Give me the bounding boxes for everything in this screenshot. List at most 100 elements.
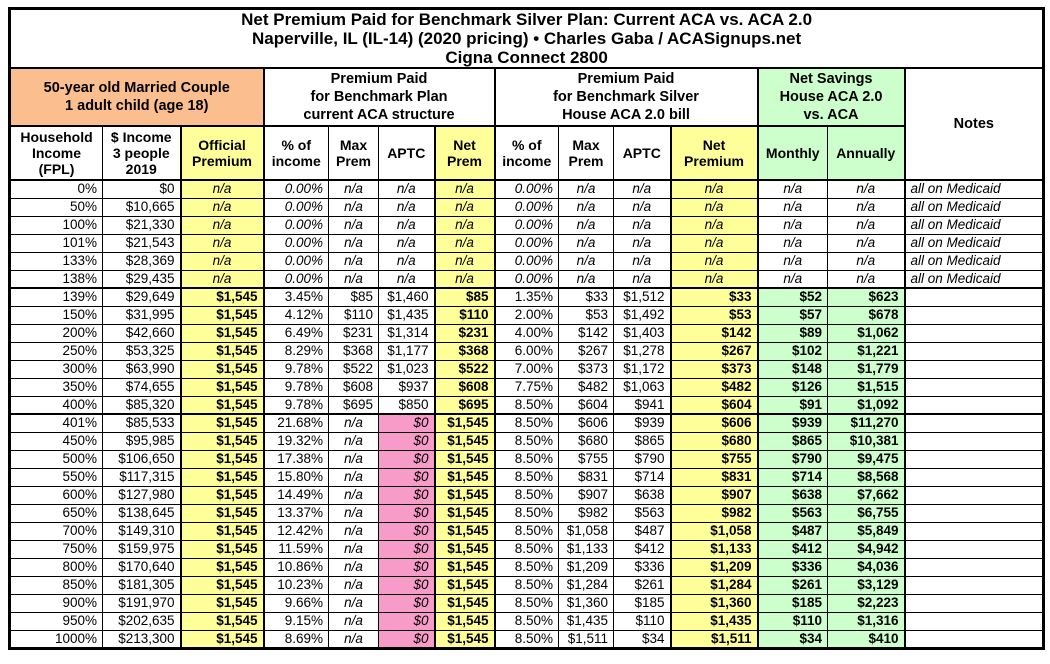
cell-aca_pct: 9.78%: [262, 359, 329, 379]
table-row: 100% $21,330 n/a 0.00% n/a n/a n/a 0.00% n/a n/a n…: [9, 215, 1045, 235]
cell-aca2_max: n/a: [558, 197, 614, 217]
column-header-notes: Notes: [903, 67, 1045, 181]
title-row: Net Premium Paid for Benchmark Silver Pl…: [8, 8, 1045, 69]
cell-notes: [903, 305, 1045, 325]
cell-aca_net: n/a: [433, 197, 495, 217]
cell-aca2_aptc: $790: [613, 449, 671, 469]
cell-fpl: 200%: [9, 323, 103, 343]
cell-official: $1,545: [179, 629, 264, 649]
cell-aca_aptc: $0: [378, 575, 435, 595]
cell-aca2_max: n/a: [558, 233, 614, 253]
cell-aca2_pct: 8.50%: [493, 503, 559, 523]
table-row: 101% $21,543 n/a 0.00% n/a n/a n/a 0.00% n/a n/a n…: [9, 233, 1045, 253]
cell-income: $31,995: [102, 305, 181, 325]
cell-monthly: $412: [756, 539, 828, 559]
cell-aca2_max: $907: [558, 485, 614, 505]
cell-monthly: $185: [756, 593, 828, 613]
cell-aca_max: $368: [328, 341, 379, 361]
cell-aca2_max: $267: [558, 341, 614, 361]
cell-monthly: $126: [756, 377, 828, 397]
cell-aca_max: $695: [328, 395, 379, 415]
cell-aca_max: n/a: [328, 413, 379, 433]
cell-aca_aptc: $1,314: [378, 323, 435, 343]
cell-aca2_net: $831: [669, 467, 758, 487]
table-row: 250% $53,325 $1,545 8.29% $368 $1,177 $368 6.00…: [9, 341, 1045, 361]
cell-aca_aptc: $1,460: [378, 287, 435, 307]
cell-aca_aptc: $0: [378, 431, 435, 451]
cell-aca_max: n/a: [328, 485, 379, 505]
cell-aca_net: $368: [433, 341, 495, 361]
cell-fpl: 0%: [9, 179, 103, 199]
cell-aca_pct: 19.32%: [262, 431, 329, 451]
cell-official: $1,545: [179, 521, 264, 541]
cell-income: $85,320: [102, 395, 181, 415]
cell-notes: [903, 557, 1045, 577]
cell-annually: n/a: [827, 179, 905, 199]
cell-monthly: n/a: [756, 197, 828, 217]
group-header-row: 50-year old Married Couple 1 adult child…: [9, 67, 1045, 181]
cell-aca2_pct: 8.50%: [493, 485, 559, 505]
cell-aca2_max: $1,209: [558, 557, 614, 577]
cell-aca_max: n/a: [328, 251, 379, 271]
cell-aca_pct: 0.00%: [262, 197, 329, 217]
cell-monthly: $89: [756, 323, 828, 343]
cell-aca2_aptc: $336: [613, 557, 671, 577]
cell-official: $1,545: [179, 485, 264, 505]
cell-aca2_max: $1,511: [558, 629, 614, 649]
cell-aca2_max: $1,058: [558, 521, 614, 541]
cell-monthly: $57: [756, 305, 828, 325]
cell-aca2_aptc: n/a: [613, 179, 671, 199]
cell-notes: [903, 629, 1045, 649]
column-header-aca2-max-prem: Max Prem: [558, 125, 614, 181]
cell-monthly: $638: [756, 485, 828, 505]
table-row: 139% $29,649 $1,545 3.45% $85 $1,460 $85 1.35% $…: [9, 287, 1045, 307]
cell-aca_pct: 3.45%: [262, 287, 329, 307]
cell-aca_pct: 9.78%: [262, 377, 329, 397]
cell-monthly: $336: [756, 557, 828, 577]
cell-annually: $1,779: [827, 359, 905, 379]
cell-aca_pct: 8.69%: [262, 629, 329, 649]
group-header-aca-2-0: Premium Paid for Benchmark Silver House …: [493, 67, 758, 127]
cell-aca_max: n/a: [328, 521, 379, 541]
cell-aca_aptc: n/a: [378, 179, 435, 199]
cell-aca_aptc: n/a: [378, 269, 435, 289]
cell-aca_pct: 21.68%: [262, 413, 329, 433]
table-row: 950% $202,635 $1,545 9.15% n/a $0 $1,545 8.50% $…: [9, 611, 1045, 631]
cell-aca2_pct: 8.50%: [493, 575, 559, 595]
cell-aca2_pct: 6.00%: [493, 341, 559, 361]
cell-aca2_max: $831: [558, 467, 614, 487]
cell-aca2_net: $1,209: [669, 557, 758, 577]
cell-official: $1,545: [179, 575, 264, 595]
cell-fpl: 950%: [9, 611, 103, 631]
cell-aca2_aptc: $487: [613, 521, 671, 541]
cell-aca2_pct: 0.00%: [493, 197, 559, 217]
cell-fpl: 300%: [9, 359, 103, 379]
cell-aca_net: n/a: [433, 215, 495, 235]
cell-aca_aptc: $1,177: [378, 341, 435, 361]
cell-aca_max: n/a: [328, 449, 379, 469]
cell-monthly: $865: [756, 431, 828, 451]
cell-notes: all on Medicaid: [903, 179, 1045, 199]
cell-income: $95,985: [102, 431, 181, 451]
cell-aca_max: $110: [328, 305, 379, 325]
cell-aca_net: n/a: [433, 269, 495, 289]
cell-aca_net: n/a: [433, 233, 495, 253]
cell-monthly: $939: [756, 413, 828, 433]
cell-official: $1,545: [179, 557, 264, 577]
cell-aca2_max: $1,435: [558, 611, 614, 631]
cell-aca_pct: 6.49%: [262, 323, 329, 343]
cell-aca2_pct: 2.00%: [493, 305, 559, 325]
cell-aca2_net: $482: [669, 377, 758, 397]
cell-aca_net: $1,545: [433, 611, 495, 631]
cell-aca_net: $1,545: [433, 521, 495, 541]
cell-aca2_pct: 7.00%: [493, 359, 559, 379]
cell-aca2_aptc: n/a: [613, 251, 671, 271]
cell-income: $74,655: [102, 377, 181, 397]
cell-notes: [903, 539, 1045, 559]
cell-aca2_net: n/a: [669, 197, 758, 217]
cell-aca2_pct: 8.50%: [493, 521, 559, 541]
cell-annually: $1,092: [827, 395, 905, 415]
cell-aca_pct: 0.00%: [262, 251, 329, 271]
cell-aca2_net: $1,435: [669, 611, 758, 631]
cell-monthly: n/a: [756, 215, 828, 235]
